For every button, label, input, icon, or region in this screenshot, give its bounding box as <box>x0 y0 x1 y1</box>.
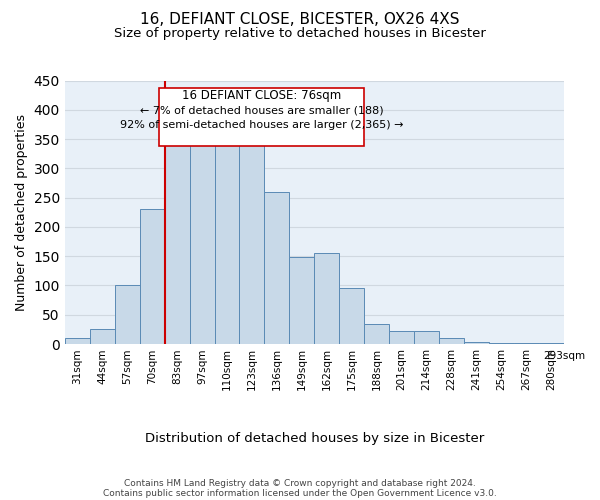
Bar <box>464 342 489 344</box>
Text: 16, DEFIANT CLOSE, BICESTER, OX26 4XS: 16, DEFIANT CLOSE, BICESTER, OX26 4XS <box>140 12 460 28</box>
Text: Contains public sector information licensed under the Open Government Licence v3: Contains public sector information licen… <box>103 488 497 498</box>
Bar <box>190 128 215 344</box>
Text: 16 DEFIANT CLOSE: 76sqm: 16 DEFIANT CLOSE: 76sqm <box>182 89 341 102</box>
Bar <box>215 124 239 344</box>
Text: Contains HM Land Registry data © Crown copyright and database right 2024.: Contains HM Land Registry data © Crown c… <box>124 478 476 488</box>
Bar <box>314 254 340 344</box>
Bar <box>514 343 539 344</box>
Bar <box>489 343 514 344</box>
Bar <box>65 338 90 344</box>
Bar <box>90 330 115 344</box>
Y-axis label: Number of detached properties: Number of detached properties <box>15 114 28 311</box>
X-axis label: Distribution of detached houses by size in Bicester: Distribution of detached houses by size … <box>145 432 484 445</box>
Bar <box>239 135 265 344</box>
Bar <box>414 331 439 344</box>
Text: 92% of semi-detached houses are larger (2,365) →: 92% of semi-detached houses are larger (… <box>119 120 403 130</box>
Bar <box>340 288 364 344</box>
Text: 293sqm: 293sqm <box>543 351 585 361</box>
Bar <box>389 331 414 344</box>
Bar <box>164 130 190 344</box>
Text: Size of property relative to detached houses in Bicester: Size of property relative to detached ho… <box>114 28 486 40</box>
Bar <box>289 258 314 344</box>
Text: ← 7% of detached houses are smaller (188): ← 7% of detached houses are smaller (188… <box>140 105 383 115</box>
Bar <box>140 210 164 344</box>
Bar <box>115 286 140 344</box>
Bar <box>439 338 464 344</box>
Bar <box>265 192 289 344</box>
Bar <box>364 324 389 344</box>
